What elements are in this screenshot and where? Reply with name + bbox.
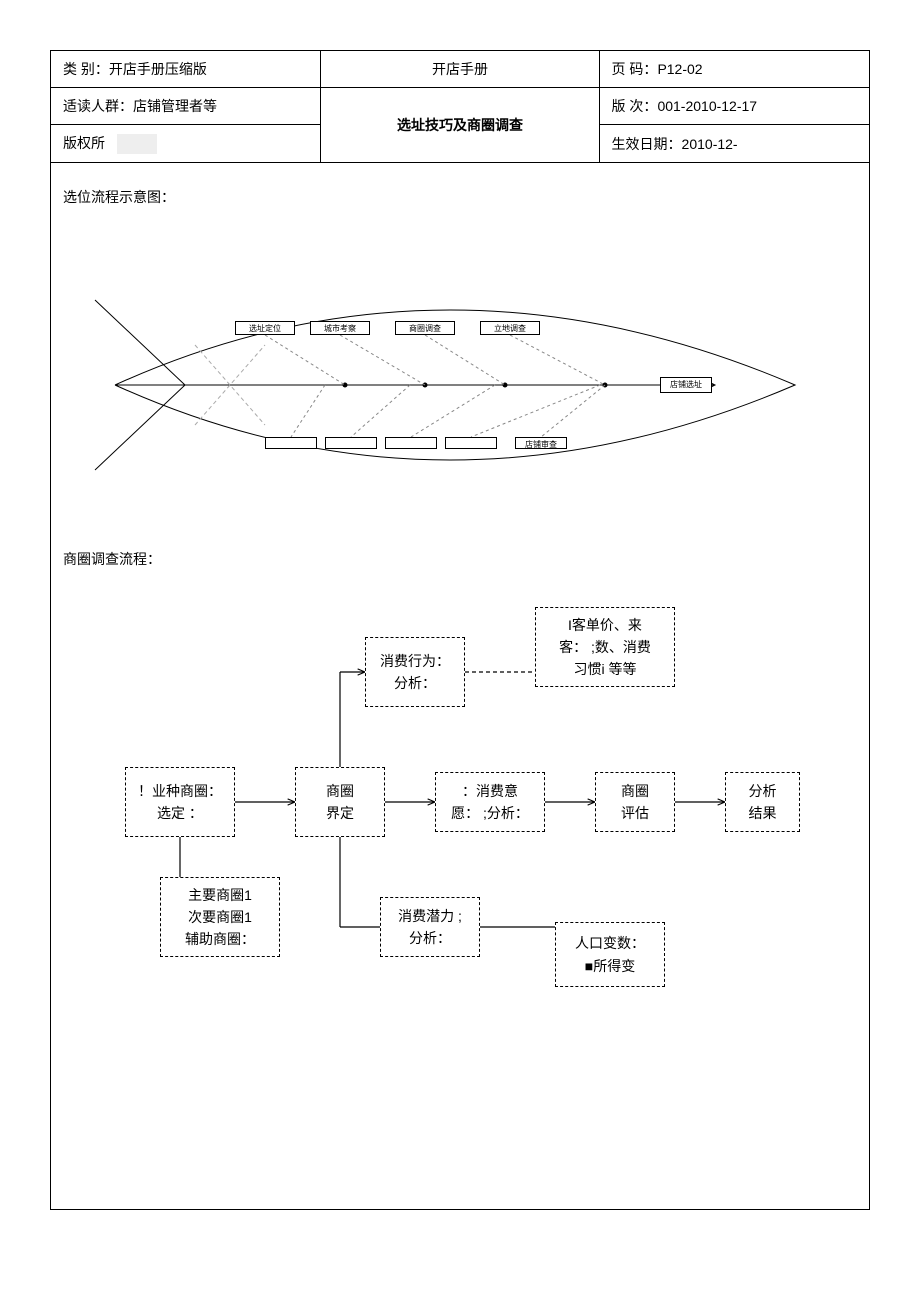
logo-icon xyxy=(117,134,157,154)
fishbone-top-box: 城市考察 xyxy=(310,321,370,335)
header-table: 类 别：开店手册压缩版 开店手册 页 码：P12-02 适读人群：店铺管理者等 … xyxy=(51,51,869,163)
pagecode-value: P12-02 xyxy=(657,61,702,77)
flow-node-potential: 消费潜力 ; 分析： xyxy=(380,897,480,957)
version-value: 001-2010-12-17 xyxy=(657,98,757,114)
flow-node-result: 分析 结果 xyxy=(725,772,800,832)
fishbone-top-box: 立地调查 xyxy=(480,321,540,335)
doc-subtitle: 选址技巧及商圈调查 xyxy=(321,88,599,163)
fishbone-result-box: 店铺选址 xyxy=(660,377,712,393)
flow-node-note1: I客单价、来 客： ;数、消费 习惯i 等等 xyxy=(535,607,675,687)
audience-label: 适读人群： xyxy=(63,98,133,114)
effective-label: 生效日期： xyxy=(612,136,682,152)
flow-node-intent: ：消费意 愿： ;分析： xyxy=(435,772,545,832)
flow-node-behavior: 消费行为： 分析： xyxy=(365,637,465,707)
fishbone-top-box: 商圈调查 xyxy=(395,321,455,335)
header-effective: 生效日期：2010-12- xyxy=(599,125,869,163)
category-value: 开店手册压缩版 xyxy=(109,61,207,77)
fishbone-section: 选位流程示意图： 选址定位 城市考察 商圈调查 立地调查店铺审查 店铺选址 xyxy=(51,163,869,525)
header-audience: 适读人群：店铺管理者等 xyxy=(51,88,321,125)
fishbone-bottom-box xyxy=(325,437,377,449)
fishbone-bottom-box: 店铺审查 xyxy=(515,437,567,449)
header-version: 版 次：001-2010-12-17 xyxy=(599,88,869,125)
flowchart-section: 商圈调查流程： ！业种商圈： 选定 ： 主要商圈1 次要商圈1 辅助商圈：商圈 界… xyxy=(51,525,869,1067)
category-label: 类 别： xyxy=(63,61,109,77)
flow-node-eval: 商圈 评估 xyxy=(595,772,675,832)
header-pagecode: 页 码：P12-02 xyxy=(599,51,869,88)
copyright-label: 版权所 xyxy=(63,135,105,151)
fishbone-bottom-box xyxy=(445,437,497,449)
version-label: 版 次： xyxy=(612,98,658,114)
flow-node-define: 商圈 界定 xyxy=(295,767,385,837)
flowchart-title: 商圈调查流程： xyxy=(63,549,857,569)
doc-title: 开店手册 xyxy=(321,51,599,88)
flowchart-diagram: ！业种商圈： 选定 ： 主要商圈1 次要商圈1 辅助商圈：商圈 界定 消费行为： 分… xyxy=(65,577,855,1057)
fishbone-title: 选位流程示意图： xyxy=(63,187,857,207)
effective-value: 2010-12- xyxy=(682,136,738,152)
fishbone-bottom-box xyxy=(385,437,437,449)
flow-node-note2: 人口变数： ■所得变 xyxy=(555,922,665,987)
audience-value: 店铺管理者等 xyxy=(133,98,217,114)
fishbone-diagram: 选址定位 城市考察 商圈调查 立地调查店铺审查 店铺选址 xyxy=(65,215,855,515)
fishbone-svg xyxy=(65,215,855,515)
header-category: 类 别：开店手册压缩版 xyxy=(51,51,321,88)
flow-node-sub: 主要商圈1 次要商圈1 辅助商圈： xyxy=(160,877,280,957)
page-frame: 类 别：开店手册压缩版 开店手册 页 码：P12-02 适读人群：店铺管理者等 … xyxy=(50,50,870,1210)
fishbone-top-box: 选址定位 xyxy=(235,321,295,335)
fishbone-bottom-box xyxy=(265,437,317,449)
header-copyright: 版权所 xyxy=(51,125,321,163)
pagecode-label: 页 码： xyxy=(612,61,658,77)
flow-node-select: ！业种商圈： 选定 ： xyxy=(125,767,235,837)
